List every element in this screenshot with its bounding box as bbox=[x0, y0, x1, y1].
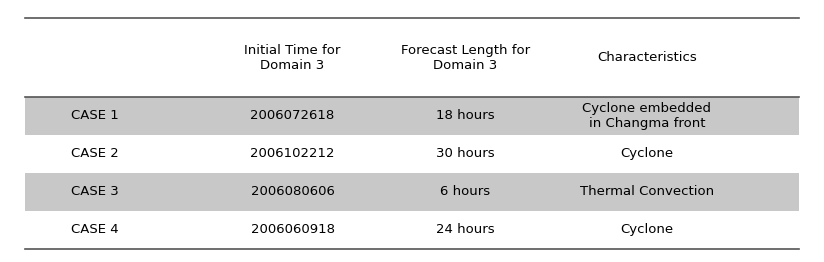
Text: 2006080606: 2006080606 bbox=[250, 185, 335, 198]
Text: Cyclone: Cyclone bbox=[620, 148, 673, 160]
Text: 18 hours: 18 hours bbox=[436, 110, 495, 122]
Text: Thermal Convection: Thermal Convection bbox=[580, 185, 714, 198]
Text: CASE 2: CASE 2 bbox=[71, 148, 119, 160]
Text: 30 hours: 30 hours bbox=[436, 148, 495, 160]
Text: Cyclone: Cyclone bbox=[620, 223, 673, 236]
Text: 2006072618: 2006072618 bbox=[250, 110, 335, 122]
Text: 2006060918: 2006060918 bbox=[250, 223, 335, 236]
Text: CASE 3: CASE 3 bbox=[71, 185, 119, 198]
Text: Initial Time for
Domain 3: Initial Time for Domain 3 bbox=[245, 44, 340, 72]
Text: 2006102212: 2006102212 bbox=[250, 148, 335, 160]
Text: 6 hours: 6 hours bbox=[441, 185, 490, 198]
Text: 24 hours: 24 hours bbox=[436, 223, 495, 236]
Text: CASE 4: CASE 4 bbox=[71, 223, 119, 236]
Text: Characteristics: Characteristics bbox=[597, 51, 697, 64]
Bar bbox=[25, 173, 799, 211]
Bar bbox=[25, 97, 799, 135]
Text: CASE 1: CASE 1 bbox=[71, 110, 119, 122]
Text: Cyclone embedded
in Changma front: Cyclone embedded in Changma front bbox=[583, 102, 711, 130]
Text: Forecast Length for
Domain 3: Forecast Length for Domain 3 bbox=[401, 44, 530, 72]
